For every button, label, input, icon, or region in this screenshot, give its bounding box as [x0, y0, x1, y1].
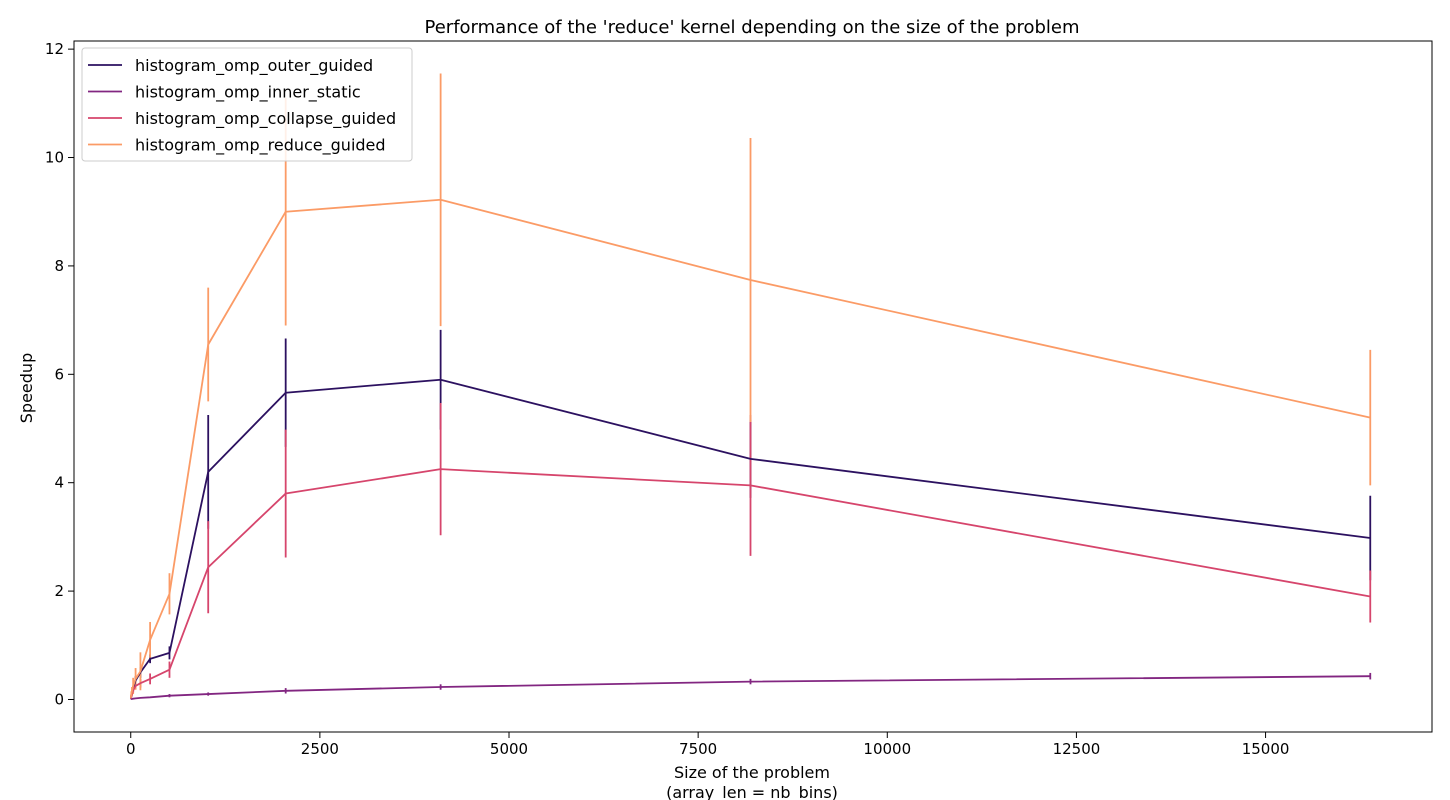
x-tick-label: 5000 — [490, 740, 528, 758]
x-axis-label-line2: (array_len = nb_bins) — [666, 783, 838, 800]
y-tick-label: 10 — [45, 149, 64, 167]
y-tick-label: 12 — [45, 40, 64, 58]
series-line-histogram-omp-inner-static — [130, 675, 1371, 700]
x-tick-label: 10000 — [863, 740, 911, 758]
y-tick-label: 0 — [54, 690, 64, 708]
series-lines — [129, 198, 1371, 700]
legend-entry: histogram_omp_inner_static — [135, 83, 361, 103]
legend-entry: histogram_omp_collapse_guided — [135, 109, 396, 129]
x-axis-ticks: 0 2500 5000 7500 10000 12500 15000 — [126, 732, 1289, 758]
legend: histogram_omp_outer_guided histogram_omp_… — [81, 47, 413, 162]
x-tick-label: 7500 — [679, 740, 717, 758]
error-bars — [129, 73, 1372, 700]
x-tick-label: 12500 — [1053, 740, 1101, 758]
legend-entry: histogram_omp_reduce_guided — [135, 136, 386, 156]
plot-area — [129, 73, 1372, 700]
y-tick-label: 8 — [54, 257, 64, 275]
y-tick-label: 6 — [54, 365, 64, 383]
y-tick-label: 2 — [54, 582, 64, 600]
x-axis-label-line1: Size of the problem — [674, 763, 830, 782]
legend-entry: histogram_omp_outer_guided — [135, 56, 373, 76]
legend-box — [81, 47, 413, 162]
chart-title: Performance of the 'reduce' kernel depen… — [425, 17, 1080, 38]
x-tick-label: 2500 — [301, 740, 339, 758]
y-axis-label: Speedup — [17, 353, 36, 423]
plot-frame — [73, 40, 1433, 733]
x-tick-label: 0 — [126, 740, 136, 758]
y-tick-label: 4 — [54, 474, 64, 492]
series-line-histogram-omp-reduce-guided — [129, 198, 1371, 698]
y-axis-ticks: 0 2 4 6 8 10 12 — [45, 40, 74, 708]
x-tick-label: 15000 — [1242, 740, 1290, 758]
